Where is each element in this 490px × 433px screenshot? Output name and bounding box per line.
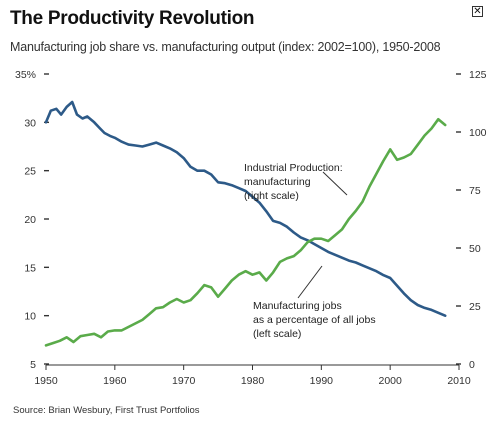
right-y-tick-label: 0 [469,359,475,371]
left-y-tick-label: 5 [30,359,36,371]
manufacturing-jobs-annotation: Manufacturing jobs [253,300,342,312]
x-tick-label: 1950 [34,375,58,387]
industrial-production-series-line [44,117,447,347]
left-y-tick-label: 10 [24,311,36,323]
left-y-tick-label: 25 [24,166,36,178]
left-y-tick-label: 35% [15,69,36,81]
chart-axes: 1950 1960 1970 1980 1990 2000 2010 5 10 15 20 25 30 3… [15,69,487,387]
left-y-tick-label: 30 [24,117,36,129]
manufacturing-jobs-annotation: as a percentage of all jobs [253,314,376,326]
x-tick-label: 2010 [447,375,471,387]
x-tick-label: 2000 [378,375,402,387]
industrial-production-annotation: Industrial Production: [244,162,343,174]
left-y-tick-label: 20 [24,214,36,226]
x-tick-label: 1980 [241,375,265,387]
industrial-production-annotation: (right scale) [244,190,299,202]
chart-annotations: Industrial Production: manufacturing (righ… [244,162,376,340]
chart-subtitle: Manufacturing job share vs. manufacturin… [10,40,441,54]
right-y-tick-label: 50 [469,243,481,255]
page-title: The Productivity Revolution [10,8,255,29]
industrial-production-annotation: manufacturing [244,176,311,188]
x-tick-label: 1990 [310,375,334,387]
industrial-production-pointer [322,171,348,196]
right-y-tick-label: 100 [469,127,487,139]
close-x-icon[interactable]: ✕ [472,6,483,17]
x-tick-label: 1960 [103,375,127,387]
right-y-tick-label: 125 [469,69,487,81]
line-chart: 1950 1960 1970 1980 1990 2000 2010 5 10 15 20 25 30 3… [15,69,487,387]
manufacturing-jobs-series-line [44,100,447,317]
x-tick-label: 1970 [172,375,196,387]
manufacturing-jobs-pointer [297,265,323,299]
manufacturing-jobs-annotation: (left scale) [253,328,301,340]
right-y-tick-label: 75 [469,185,481,197]
left-y-tick-label: 15 [24,262,36,274]
chart-series [44,100,447,347]
right-y-tick-label: 25 [469,301,481,313]
source-note: Source: Brian Wesbury, First Trust Portf… [13,405,200,416]
